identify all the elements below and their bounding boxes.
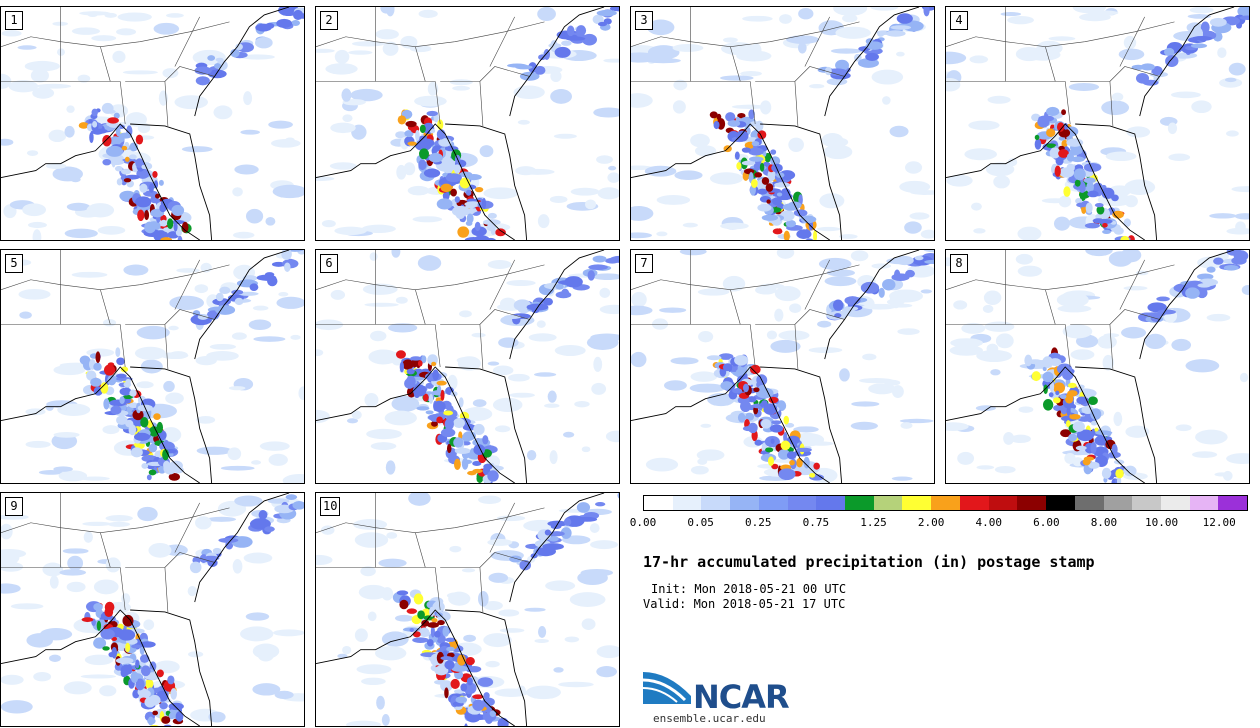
colorbar-segment [988, 496, 1018, 510]
ensemble-member-panel: 9 [0, 492, 305, 727]
ensemble-member-panel: 1 [0, 6, 305, 241]
precipitation-map [1, 493, 304, 726]
colorbar-segment [902, 496, 932, 510]
precipitation-map [1, 7, 304, 240]
colorbar-segment [758, 496, 788, 510]
colorbar-tick-label: 8.00 [1090, 516, 1118, 529]
member-number: 2 [320, 11, 338, 30]
precipitation-map [1, 250, 304, 483]
precipitation-map [946, 7, 1249, 240]
member-number: 8 [950, 254, 968, 273]
colorbar-tick-label: 0.25 [744, 516, 772, 529]
precipitation-map [316, 493, 619, 726]
colorbar-segment [845, 496, 874, 510]
chart-title: 17-hr accumulated precipitation (in) pos… [643, 553, 1095, 571]
colorbar-tick-label: 1.25 [860, 516, 887, 529]
colorbar-segment [1046, 496, 1075, 510]
colorbar-segment [959, 496, 989, 510]
colorbar-tick-label: 12.00 [1202, 516, 1236, 529]
member-number: 4 [950, 11, 968, 30]
colorbar-segment [873, 496, 903, 510]
colorbar-tick-label: 4.00 [975, 516, 1002, 529]
ensemble-member-panel: 5 [0, 249, 305, 484]
ensemble-member-panel: 4 [945, 6, 1250, 241]
precip-colorbar [643, 495, 1248, 511]
logo-url: ensemble.ucar.edu [653, 712, 766, 725]
ensemble-member-panel: 10 [315, 492, 620, 727]
member-number: 9 [5, 497, 23, 516]
colorbar-segment [1218, 496, 1248, 510]
precipitation-map [631, 7, 934, 240]
precipitation-map [316, 7, 619, 240]
colorbar-tick-label: 6.00 [1033, 516, 1060, 529]
precipitation-map [316, 250, 619, 483]
colorbar-segment [644, 496, 673, 510]
colorbar-tick-label: 0.00 [629, 516, 657, 529]
colorbar-segment [701, 496, 731, 510]
colorbar-segment [816, 496, 846, 510]
precipitation-map [946, 250, 1249, 483]
ensemble-member-panel: 8 [945, 249, 1250, 484]
member-number: 5 [5, 254, 23, 273]
init-time: Init: Mon 2018-05-21 00 UTC [651, 582, 847, 596]
precipitation-map [631, 250, 934, 483]
colorbar-segment [1103, 496, 1133, 510]
ensemble-member-panel: 6 [315, 249, 620, 484]
member-number: 10 [320, 497, 341, 516]
colorbar-segment [1017, 496, 1047, 510]
colorbar-tick-label: 10.00 [1145, 516, 1179, 529]
ensemble-member-panel: 7 [630, 249, 935, 484]
member-number: 7 [635, 254, 653, 273]
colorbar-segment [931, 496, 960, 510]
member-number: 6 [320, 254, 338, 273]
colorbar-tick-label: 0.05 [687, 516, 714, 529]
valid-time: Valid: Mon 2018-05-21 17 UTC [643, 597, 846, 611]
ncar-logo-icon [643, 672, 691, 704]
colorbar-segment [787, 496, 817, 510]
colorbar-segment [672, 496, 702, 510]
colorbar-tick-label: 0.75 [802, 516, 830, 529]
colorbar-tick-label: 2.00 [917, 516, 945, 529]
colorbar-segment [730, 496, 759, 510]
colorbar-segment [1132, 496, 1161, 510]
ensemble-member-panel: 3 [630, 6, 935, 241]
member-number: 3 [635, 11, 653, 30]
colorbar-segment [1160, 496, 1190, 510]
colorbar-segment [1189, 496, 1219, 510]
member-number: 1 [5, 11, 23, 30]
ncar-logo-text: NCAR [693, 678, 790, 716]
colorbar-segment [1074, 496, 1104, 510]
ensemble-member-panel: 2 [315, 6, 620, 241]
